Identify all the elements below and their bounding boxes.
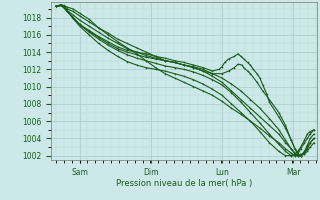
X-axis label: Pression niveau de la mer( hPa ): Pression niveau de la mer( hPa )	[116, 179, 252, 188]
